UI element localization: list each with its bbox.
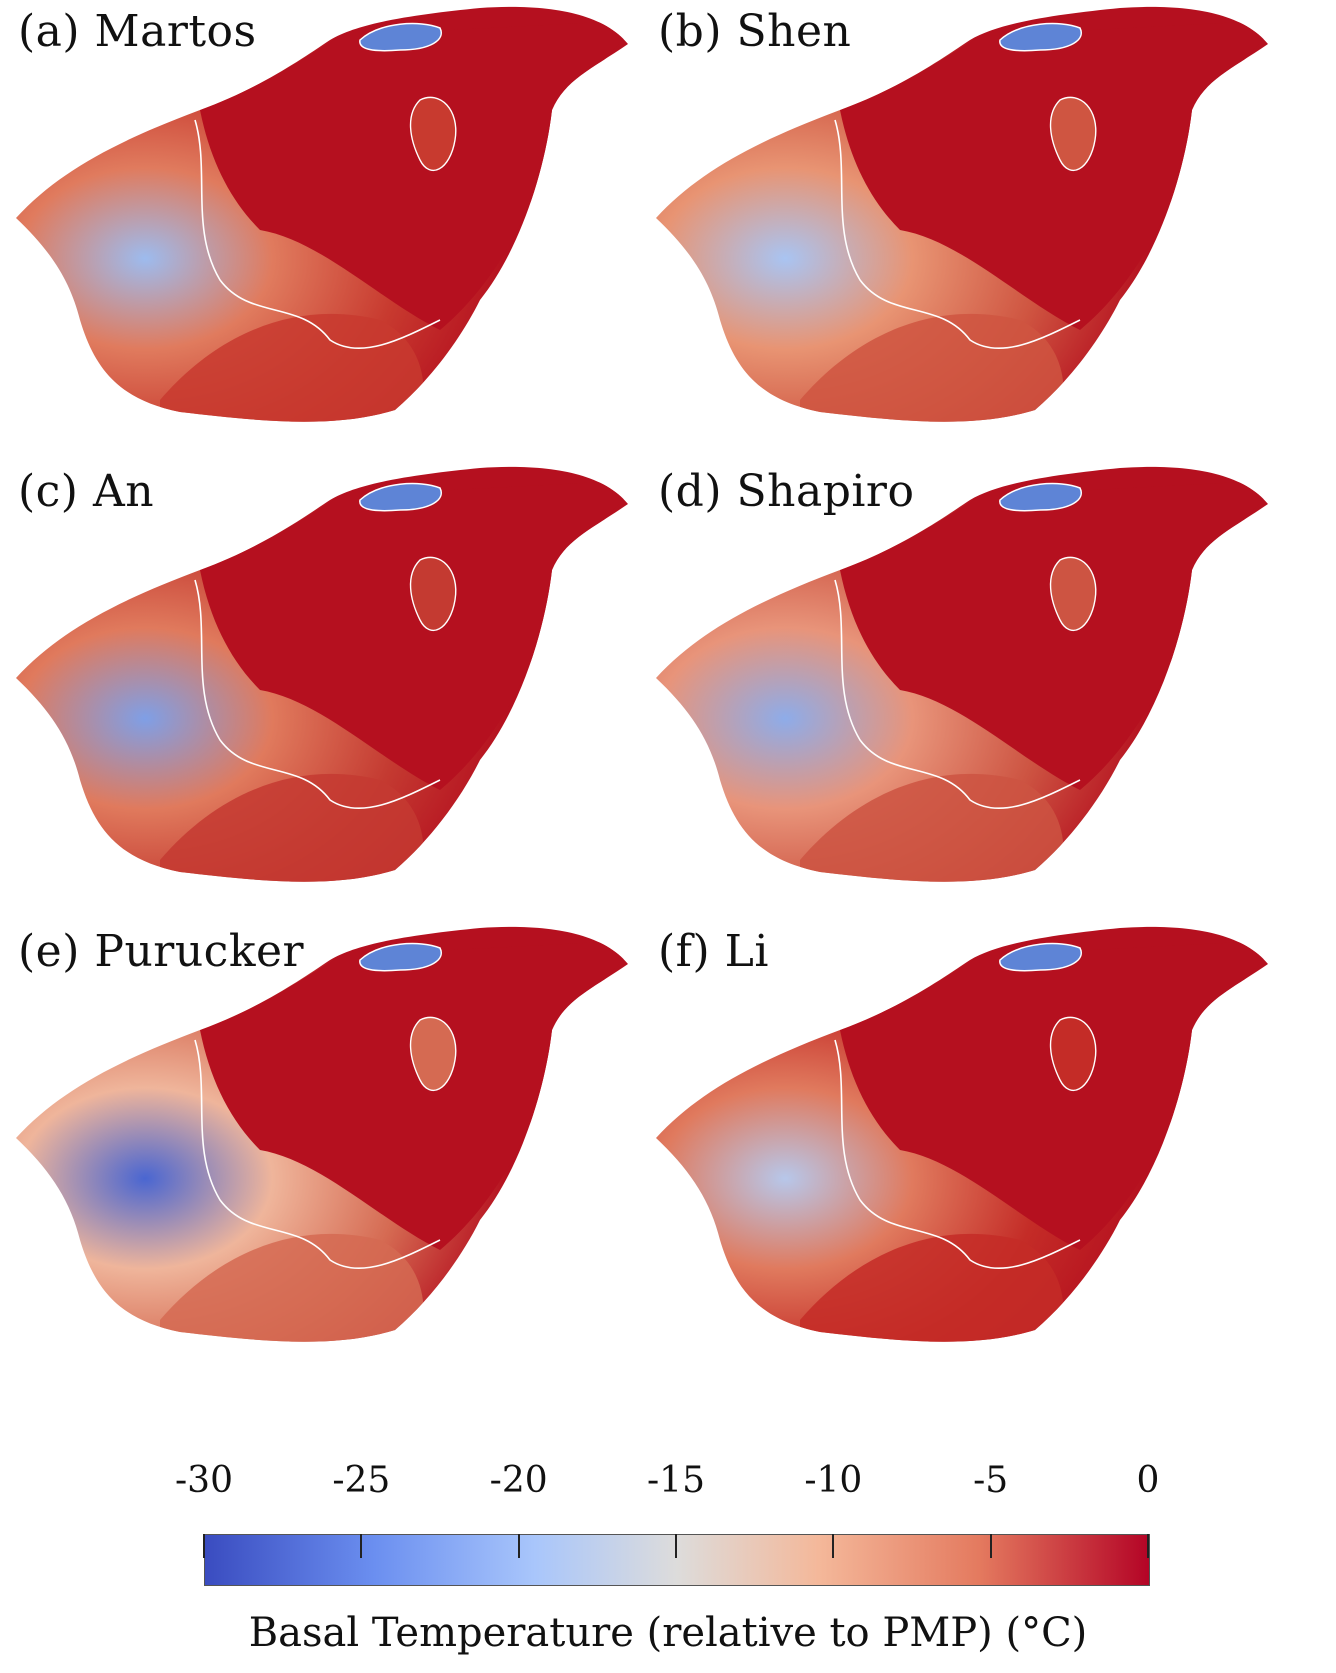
colorbar-tick-label: 0 (1136, 1460, 1160, 1501)
colorbar-tick-mark (517, 1534, 520, 1558)
basal-temperature-map (16, 6, 628, 422)
colorbar-tick-mark (832, 1534, 835, 1558)
colorbar-gradient (204, 1534, 1150, 1586)
panel-label: (c) An (18, 466, 155, 517)
map-panel: (f) Li (640, 920, 1300, 1390)
basal-temperature-map (16, 926, 628, 1342)
basal-temperature-map (16, 466, 628, 882)
colorbar: -30 -25 -20 -15 -10 -5 0 Basal Temperature (re… (0, 1460, 1336, 1673)
subglacial-lake (359, 482, 442, 512)
map-panel: (a) Martos (0, 0, 660, 470)
panel-label: (d) Shapiro (658, 466, 915, 517)
map-panel: (c) An (0, 460, 660, 930)
panel-label: (a) Martos (18, 6, 257, 57)
colorbar-tick-label: -30 (175, 1460, 233, 1501)
subglacial-lake (359, 22, 442, 52)
basal-temperature-map (656, 466, 1268, 882)
colorbar-title: Basal Temperature (relative to PMP) (°C) (248, 1610, 1088, 1656)
subglacial-lake (999, 22, 1082, 52)
subglacial-lake (999, 942, 1082, 972)
basal-temperature-map (656, 926, 1268, 1342)
colorbar-tick-mark (1147, 1534, 1149, 1558)
colorbar-tick-mark (675, 1534, 677, 1558)
colorbar-tick-label: -25 (332, 1460, 391, 1501)
basal-temperature-map (656, 6, 1268, 422)
colorbar-tick-label: -5 (973, 1460, 1009, 1501)
subglacial-lake (359, 942, 442, 972)
colorbar-tick-mark (989, 1534, 992, 1558)
colorbar-tick-label: -20 (489, 1460, 548, 1501)
panel-label: (e) Purucker (18, 926, 305, 977)
panel-label: (b) Shen (658, 6, 852, 57)
map-panel: (d) Shapiro (640, 460, 1300, 930)
map-panel: (b) Shen (640, 0, 1300, 470)
colorbar-tick-label: -10 (804, 1460, 863, 1501)
map-panel: (e) Purucker (0, 920, 660, 1390)
subglacial-lake (999, 482, 1082, 512)
panel-label: (f) Li (658, 926, 769, 977)
colorbar-tick-label: -15 (647, 1460, 705, 1501)
colorbar-tick-mark (360, 1534, 363, 1558)
colorbar-tick-mark (203, 1534, 205, 1558)
